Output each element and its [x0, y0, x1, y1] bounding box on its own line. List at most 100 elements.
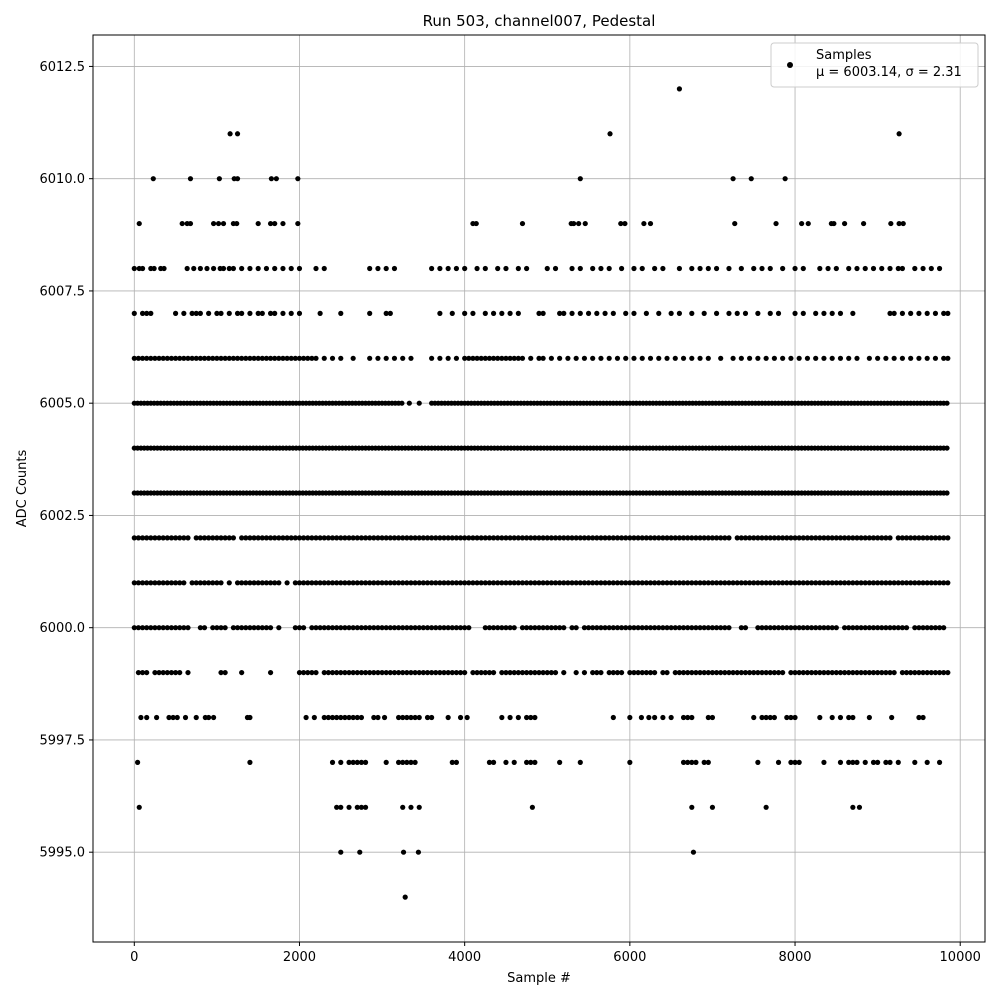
data-point — [548, 580, 554, 586]
data-point — [755, 580, 761, 586]
data-point — [722, 580, 728, 586]
data-point — [519, 535, 526, 541]
data-point — [668, 580, 674, 586]
data-point — [218, 669, 224, 676]
data-point — [569, 625, 575, 631]
data-point — [676, 86, 683, 92]
data-point — [689, 804, 695, 810]
data-point — [722, 625, 728, 631]
data-point — [395, 580, 402, 586]
data-point — [713, 535, 720, 541]
data-point — [581, 625, 588, 631]
data-point — [689, 535, 695, 541]
data-point — [879, 625, 885, 631]
data-point — [445, 580, 451, 586]
data-point — [672, 669, 678, 676]
data-point — [829, 535, 835, 541]
data-point — [590, 580, 596, 586]
data-point — [528, 580, 534, 586]
data-point — [854, 669, 860, 676]
data-point — [552, 580, 559, 586]
data-point — [557, 355, 563, 361]
data-point — [354, 625, 360, 631]
data-point — [726, 625, 732, 631]
data-point — [156, 625, 162, 631]
data-point — [784, 714, 790, 721]
data-point — [247, 580, 253, 586]
data-point — [903, 669, 910, 676]
data-point — [296, 355, 303, 361]
data-point — [561, 535, 567, 541]
data-point — [172, 580, 179, 586]
data-point — [920, 714, 926, 721]
data-point — [639, 535, 645, 541]
data-point — [941, 625, 947, 631]
data-point — [932, 580, 939, 586]
data-point — [800, 580, 806, 586]
data-point — [222, 669, 228, 676]
data-point — [473, 220, 479, 227]
data-point — [767, 714, 773, 721]
data-point — [887, 580, 893, 586]
data-point — [507, 625, 513, 631]
data-point — [408, 580, 414, 586]
data-point — [375, 625, 381, 631]
data-point — [883, 580, 889, 586]
data-point — [837, 580, 844, 586]
data-point — [189, 580, 195, 586]
data-point — [429, 580, 435, 586]
data-point — [944, 490, 950, 496]
data-point — [680, 669, 687, 676]
data-point — [515, 714, 521, 721]
data-point — [889, 714, 895, 721]
data-point — [424, 669, 431, 676]
data-point — [528, 669, 534, 676]
data-point — [387, 580, 393, 586]
data-point — [259, 310, 265, 316]
data-point — [215, 220, 222, 227]
data-point — [181, 355, 187, 361]
data-point — [515, 669, 521, 676]
data-point — [462, 355, 468, 361]
data-point — [350, 580, 356, 586]
data-point — [610, 625, 616, 631]
data-point — [916, 535, 922, 541]
data-point — [139, 535, 146, 541]
data-point — [639, 265, 645, 272]
data-point — [276, 580, 282, 586]
data-point — [230, 625, 237, 631]
data-point — [383, 669, 389, 676]
data-point — [870, 625, 877, 631]
data-point — [705, 625, 711, 631]
data-point — [866, 625, 872, 631]
data-point — [433, 625, 439, 631]
data-point — [569, 535, 575, 541]
data-point — [499, 535, 505, 541]
data-point — [357, 849, 363, 855]
data-point — [191, 265, 197, 272]
data-point — [358, 669, 365, 676]
x-axis-label: Sample # — [507, 971, 571, 986]
data-point — [313, 265, 319, 272]
data-point — [313, 669, 319, 676]
data-point — [548, 535, 554, 541]
data-point — [618, 580, 625, 586]
data-point — [402, 894, 408, 900]
data-point — [887, 759, 893, 766]
data-point — [821, 580, 827, 586]
data-point — [170, 714, 176, 721]
data-point — [528, 535, 534, 541]
data-point — [503, 759, 509, 766]
data-point — [701, 535, 707, 541]
data-point — [511, 355, 517, 361]
data-point — [805, 220, 811, 227]
data-point — [251, 535, 257, 541]
data-point — [408, 625, 414, 631]
data-point — [412, 759, 418, 766]
data-point — [676, 625, 683, 631]
data-point — [788, 625, 794, 631]
data-point — [862, 669, 868, 676]
data-point — [201, 625, 208, 631]
data-point — [383, 355, 389, 361]
data-point — [135, 669, 142, 676]
